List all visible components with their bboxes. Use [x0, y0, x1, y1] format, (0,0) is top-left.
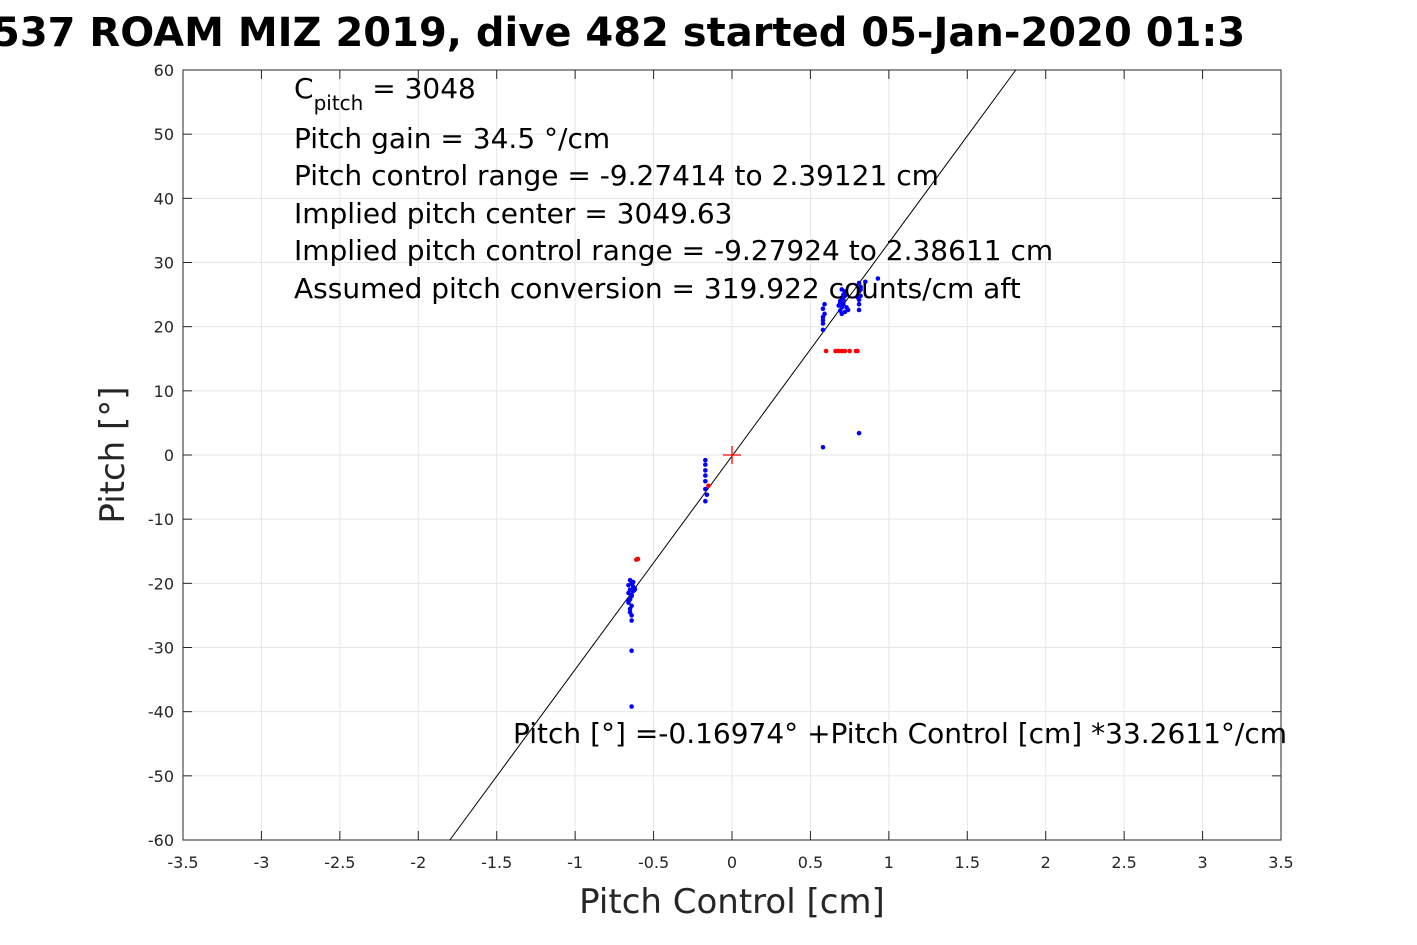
red-data-point: [842, 348, 848, 354]
y-tick-label: -30: [148, 639, 174, 658]
red-data-point: [634, 557, 639, 562]
pitch-conversion-annotation: Assumed pitch conversion = 319.922 count…: [294, 272, 1021, 305]
blue-data-point: [629, 613, 634, 618]
blue-data-point: [629, 648, 634, 654]
fit-equation-annotation: Pitch [°] =-0.16974° +Pitch Control [cm]…: [513, 717, 1287, 750]
blue-data-point: [632, 587, 638, 593]
blue-data-point: [856, 430, 862, 436]
x-tick-label: 2: [1041, 853, 1051, 872]
blue-data-point: [856, 280, 862, 286]
pitch-control-range-annotation: Pitch control range = -9.27414 to 2.3912…: [294, 159, 939, 192]
blue-data-point: [703, 468, 708, 473]
blue-data-point: [839, 287, 845, 292]
y-tick-label: 10: [154, 382, 174, 401]
blue-data-point: [626, 582, 631, 588]
blue-data-point: [863, 279, 868, 285]
y-tick-label: 0: [164, 446, 174, 465]
y-tick-label: -10: [148, 510, 174, 529]
x-axis-label: Pitch Control [cm]: [579, 882, 885, 922]
blue-data-point: [703, 462, 708, 467]
blue-data-point: [836, 303, 841, 308]
red-data-point: [706, 483, 711, 489]
x-tick-label: -3: [253, 853, 269, 872]
x-tick-label: 0.5: [798, 853, 823, 872]
blue-data-point: [841, 297, 846, 303]
blue-data-point: [820, 321, 826, 326]
red-data-point: [847, 348, 852, 354]
y-tick-label: -40: [148, 703, 174, 722]
y-tick-label: -20: [148, 574, 174, 593]
implied-pitch-range-annotation: Implied pitch control range = -9.27924 t…: [294, 234, 1053, 267]
blue-data-point: [703, 486, 708, 492]
center-marker: [723, 446, 741, 464]
blue-data-point: [629, 618, 634, 623]
x-tick-label: -3.5: [167, 853, 198, 872]
x-tick-labels: -3.5 -3 -2.5 -2 -1.5 -1 -0.5 0 0.5 1 1.5 2 2.5 3 3.5: [167, 853, 1293, 872]
axis-ticks: [182, 69, 1282, 841]
blue-data-point: [820, 306, 826, 312]
data-points: [626, 276, 881, 709]
red-data-point: [823, 348, 829, 354]
x-tick-label: -2.5: [324, 853, 355, 872]
c-pitch-value: = 3048: [363, 72, 476, 105]
x-tick-label: 1.5: [955, 853, 980, 872]
blue-data-point: [822, 311, 827, 317]
y-tick-label: 60: [154, 61, 174, 80]
blue-data-point: [627, 606, 633, 612]
x-tick-label: 3.5: [1268, 853, 1293, 872]
blue-data-point: [856, 307, 862, 313]
blue-data-point: [842, 293, 848, 299]
blue-data-point: [820, 327, 826, 333]
pitch-gain-annotation: Pitch gain = 34.5 °/cm: [294, 122, 610, 155]
y-tick-label: -60: [148, 831, 174, 850]
blue-data-point: [845, 307, 851, 313]
blue-data-point: [629, 704, 634, 709]
c-pitch-annotation: Cpitch = 3048: [294, 72, 476, 115]
blue-data-point: [858, 287, 863, 292]
x-tick-label: -1.5: [481, 853, 512, 872]
blue-data-point: [626, 599, 631, 604]
blue-data-point: [704, 492, 710, 498]
x-tick-label: -2: [410, 853, 426, 872]
blue-data-point: [822, 301, 827, 307]
x-tick-label: 1: [884, 853, 894, 872]
c-pitch-subscript: pitch: [314, 91, 364, 115]
blue-data-point: [855, 294, 860, 300]
x-tick-label: -0.5: [638, 853, 669, 872]
x-tick-label: 0: [727, 853, 737, 872]
chart-title: 537 ROAM MIZ 2019, dive 482 started 05-J…: [0, 10, 1245, 56]
x-tick-label: 2.5: [1111, 853, 1136, 872]
blue-data-point: [629, 592, 634, 598]
x-tick-label: 3: [1197, 853, 1207, 872]
red-data-point: [855, 348, 860, 354]
y-tick-label: -50: [148, 767, 174, 786]
y-tick-label: 20: [154, 318, 174, 337]
grid-lines: [182, 69, 1282, 841]
y-tick-label: 40: [154, 189, 174, 208]
y-tick-label: 30: [154, 254, 174, 273]
y-tick-labels: -60 -50 -40 -30 -20 -10 0 10 20 30 40 50 60: [148, 61, 174, 850]
blue-data-point: [856, 301, 862, 307]
c-pitch-base: C: [294, 72, 314, 105]
blue-data-point: [820, 445, 826, 450]
blue-data-point: [703, 479, 708, 484]
blue-data-point: [875, 276, 881, 281]
x-tick-label: -1: [567, 853, 583, 872]
y-tick-label: 50: [154, 125, 174, 144]
implied-pitch-center-annotation: Implied pitch center = 3049.63: [294, 197, 732, 230]
blue-data-point: [820, 317, 826, 323]
blue-data-point: [703, 457, 708, 463]
blue-data-point: [703, 473, 708, 478]
blue-data-point: [630, 579, 636, 585]
blue-data-point: [703, 498, 708, 504]
y-axis-label: Pitch [°]: [93, 386, 133, 523]
